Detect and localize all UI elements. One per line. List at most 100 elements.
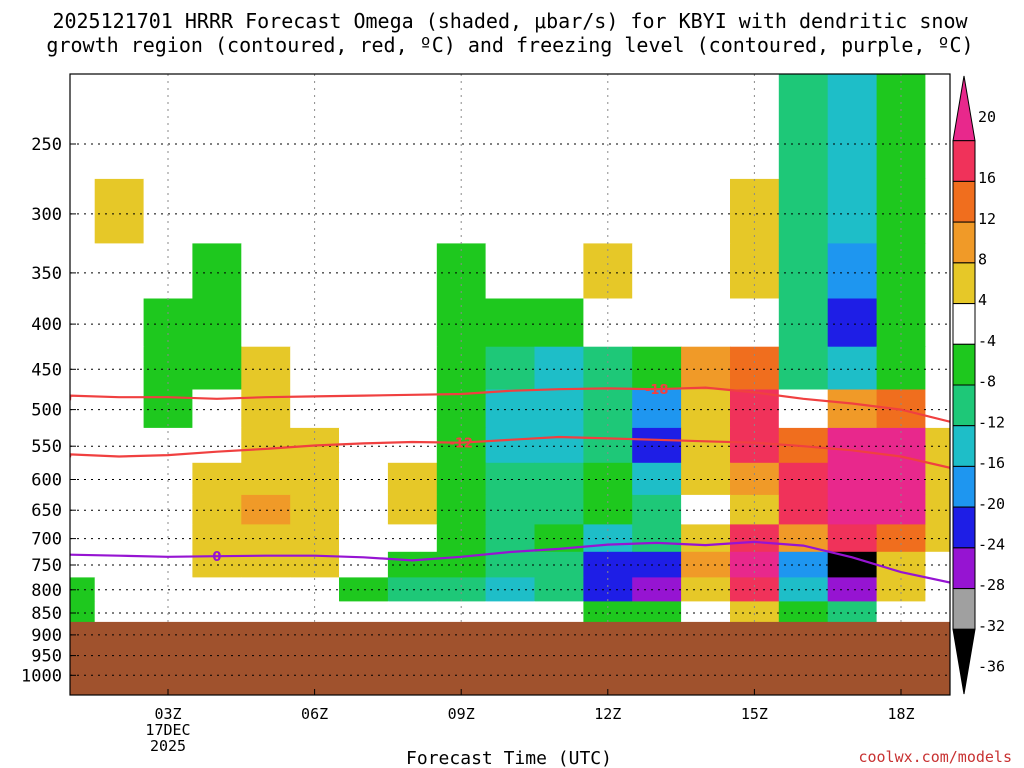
omega-cell xyxy=(436,178,487,244)
omega-cell xyxy=(534,601,584,623)
omega-cell xyxy=(290,524,340,553)
x-tick-label: 12Z xyxy=(594,705,621,723)
omega-cell xyxy=(387,298,438,348)
y-tick-label: 600 xyxy=(31,471,62,491)
omega-cell xyxy=(632,524,682,553)
omega-cell xyxy=(485,494,536,525)
omega-cell xyxy=(876,178,927,244)
colorbar-label: 8 xyxy=(978,251,987,269)
x-tick-label: 06Z xyxy=(301,705,328,723)
colorbar-swatch xyxy=(952,588,976,630)
colorbar-swatch xyxy=(952,262,976,305)
colorbar-swatch xyxy=(952,221,976,264)
omega-cell xyxy=(632,427,682,464)
omega-cell xyxy=(485,243,536,300)
y-tick-label: 300 xyxy=(31,205,62,225)
omega-cell xyxy=(485,462,536,496)
omega-cell xyxy=(339,243,389,300)
omega-cell xyxy=(485,298,536,348)
omega-cell xyxy=(387,243,438,300)
colorbar-label: -24 xyxy=(978,536,1005,554)
omega-cell xyxy=(192,74,242,180)
omega-cell xyxy=(778,601,829,623)
y-tick-label: 500 xyxy=(31,401,62,421)
omega-cell xyxy=(387,577,438,602)
date-label-year: 2025 xyxy=(150,737,186,755)
isotherm-contours: -18 -12 0 xyxy=(70,383,950,584)
omega-cell xyxy=(632,601,682,623)
colorbar-bottom-arrow xyxy=(952,628,976,695)
omega-cell xyxy=(339,346,389,391)
y-tick-label: 800 xyxy=(31,581,62,601)
omega-cell xyxy=(241,243,291,300)
colorbar-label: -12 xyxy=(978,413,1005,431)
omega-cell xyxy=(70,298,96,348)
colorbar-swatch xyxy=(952,425,976,467)
colorbar-label: 12 xyxy=(978,210,996,228)
colorbar-swatch xyxy=(952,547,976,590)
isotherm-label: -18 xyxy=(645,383,669,398)
isotherm-line xyxy=(70,540,950,584)
omega-cell xyxy=(730,601,780,623)
colorbar-label: 20 xyxy=(978,108,996,126)
omega-cell xyxy=(681,551,731,578)
colorbar-label: -20 xyxy=(978,495,1005,513)
omega-cell xyxy=(925,389,950,429)
omega-cell xyxy=(583,524,633,553)
omega-cell xyxy=(827,74,878,180)
omega-cell xyxy=(436,577,487,602)
colorbar-swatch xyxy=(952,343,976,386)
omega-cell xyxy=(485,577,536,602)
omega-cell xyxy=(730,524,780,553)
omega-cell xyxy=(339,427,389,464)
omega-cell xyxy=(70,427,96,464)
omega-cell xyxy=(730,178,780,244)
omega-cell xyxy=(632,389,682,429)
omega-cell xyxy=(730,74,780,180)
colorbar-swatch xyxy=(952,140,976,182)
omega-cell xyxy=(925,298,950,348)
omega-cell xyxy=(94,601,145,623)
omega-cell xyxy=(778,389,829,429)
colorbar-label: -36 xyxy=(978,658,1005,676)
omega-cell xyxy=(485,551,536,578)
omega-cell xyxy=(827,243,878,300)
omega-cell xyxy=(925,427,950,464)
omega-cell xyxy=(632,346,682,391)
omega-cell xyxy=(485,524,536,553)
omega-cell xyxy=(827,389,878,429)
omega-cell xyxy=(94,298,145,348)
omega-cell xyxy=(143,389,194,429)
omega-cell xyxy=(778,74,829,180)
omega-cell xyxy=(192,346,242,391)
omega-cell xyxy=(290,178,340,244)
omega-cell xyxy=(290,462,340,496)
omega-cell xyxy=(827,178,878,244)
omega-cell xyxy=(241,427,291,464)
chart-title-line-1: 2025121701 HRRR Forecast Omega (shaded, … xyxy=(52,9,968,33)
omega-cell xyxy=(436,524,487,553)
isotherm-line xyxy=(70,435,950,469)
omega-cell xyxy=(290,601,340,623)
omega-cell xyxy=(681,577,731,602)
omega-cell xyxy=(534,577,584,602)
omega-cell xyxy=(778,346,829,391)
omega-cell xyxy=(339,298,389,348)
omega-cell xyxy=(387,427,438,464)
x-tick-label: 09Z xyxy=(448,705,475,723)
omega-cell xyxy=(387,178,438,244)
omega-cell xyxy=(632,551,682,578)
omega-cell xyxy=(339,74,389,180)
omega-cell xyxy=(534,243,584,300)
y-tick-label: 950 xyxy=(31,647,62,667)
omega-cell xyxy=(485,427,536,464)
colorbar-label: -28 xyxy=(978,576,1005,594)
omega-cell xyxy=(876,601,927,623)
omega-cell xyxy=(339,524,389,553)
omega-cell xyxy=(485,389,536,429)
omega-cell xyxy=(925,178,950,244)
omega-cell xyxy=(534,298,584,348)
y-axis-ticks: 2503003504004505005506006507007508008509… xyxy=(21,135,76,686)
x-axis-ticks: 03Z 06Z 09Z 12Z 15Z 18Z xyxy=(154,689,915,723)
omega-cell xyxy=(632,462,682,496)
